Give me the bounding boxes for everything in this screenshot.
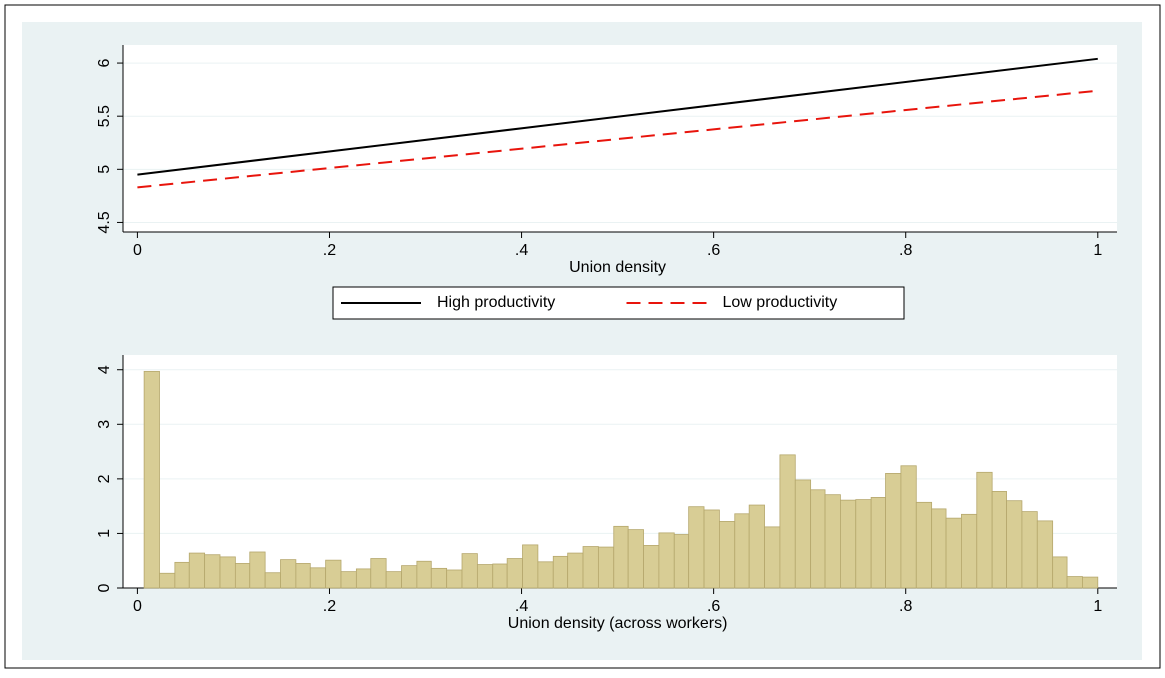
bar — [734, 513, 750, 589]
bar — [1036, 520, 1054, 589]
bar — [779, 454, 796, 589]
line-series — [137, 57, 1098, 176]
bar — [719, 521, 736, 589]
y-tick-label: 4 — [96, 365, 113, 374]
bar — [204, 554, 221, 589]
legend-box — [332, 286, 905, 320]
bar — [1052, 556, 1068, 589]
x-axis-title: Union density — [569, 259, 666, 276]
bar — [764, 526, 781, 589]
x-tick-label: 0 — [133, 242, 142, 259]
bar — [219, 556, 236, 589]
x-tick-label: .4 — [515, 242, 528, 259]
legend-label: Low productivity — [723, 294, 838, 311]
bar — [703, 509, 720, 589]
bar — [627, 529, 644, 589]
legend-label: High productivity — [437, 294, 555, 311]
bar — [385, 571, 402, 589]
bar — [1006, 500, 1023, 589]
bar — [870, 497, 886, 589]
x-tick-label: 0 — [133, 598, 142, 615]
bar — [991, 491, 1007, 589]
bar — [673, 534, 690, 589]
bar — [476, 564, 494, 589]
y-tick-label: 5.5 — [96, 105, 113, 127]
x-tick-label: .4 — [515, 598, 528, 615]
y-tick-label: 2 — [96, 474, 113, 483]
bar — [280, 559, 297, 589]
bar — [143, 370, 160, 589]
x-tick-label: 1 — [1093, 598, 1102, 615]
bar — [537, 561, 554, 589]
bar — [961, 513, 978, 589]
bar — [855, 499, 872, 589]
bar — [658, 532, 675, 589]
bar — [416, 560, 432, 589]
bar — [613, 525, 629, 589]
x-tick-label: .6 — [707, 598, 720, 615]
y-tick-label: 1 — [96, 529, 113, 538]
bar — [249, 551, 266, 589]
bar — [325, 559, 342, 589]
bar — [1082, 576, 1099, 589]
y-tick-label: 0 — [96, 583, 113, 592]
bar — [370, 558, 387, 589]
bar — [794, 479, 812, 589]
bar — [643, 545, 660, 589]
bar — [234, 563, 251, 589]
y-tick-label: 6 — [96, 59, 113, 68]
bar — [900, 465, 917, 589]
bar — [1021, 511, 1038, 589]
bar — [461, 553, 478, 589]
bar — [506, 558, 523, 589]
bar — [582, 546, 599, 589]
y-tick-label: 3 — [96, 420, 113, 429]
bar — [355, 568, 372, 589]
bar — [748, 504, 765, 589]
bar — [1066, 576, 1083, 589]
bar — [492, 563, 508, 589]
bar — [174, 561, 190, 589]
x-tick-label: .6 — [707, 242, 720, 259]
x-axis-title: Union density (across workers) — [508, 615, 728, 632]
bar — [264, 572, 281, 589]
bar — [824, 494, 841, 589]
x-tick-label: .2 — [323, 598, 336, 615]
y-tick-label: 4.5 — [96, 211, 113, 233]
x-tick-label: .8 — [899, 242, 912, 259]
bar — [976, 471, 993, 589]
bar — [522, 544, 539, 589]
x-tick-label: 1 — [1093, 242, 1102, 259]
bar — [340, 571, 357, 589]
bar — [188, 552, 206, 589]
bar — [552, 555, 569, 589]
bar — [931, 508, 947, 589]
bar — [597, 546, 615, 589]
bar — [885, 473, 902, 589]
line-series — [137, 89, 1098, 189]
x-tick-label: .2 — [323, 242, 336, 259]
bar — [309, 567, 327, 589]
y-tick-label: 5 — [96, 165, 113, 174]
bar — [567, 552, 584, 589]
bar — [446, 569, 463, 589]
bar — [945, 517, 962, 589]
bar — [688, 506, 705, 589]
bar — [401, 565, 418, 589]
bar — [159, 572, 176, 589]
bar — [430, 567, 448, 589]
bar — [295, 563, 311, 589]
x-tick-label: .8 — [899, 598, 912, 615]
bar — [810, 489, 826, 589]
bar — [840, 499, 857, 589]
bar — [915, 501, 933, 589]
